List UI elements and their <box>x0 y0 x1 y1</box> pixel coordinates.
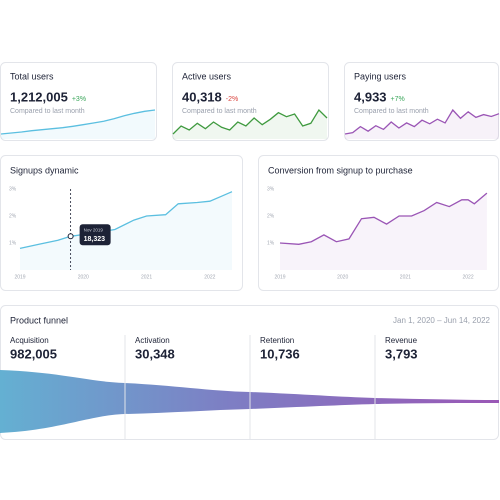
card <box>0 62 157 141</box>
stage-value: 10,736 <box>260 346 300 361</box>
stage-name: Retention <box>260 336 294 345</box>
card-note: Compared to last month <box>354 108 429 115</box>
y-tick-label: 3% <box>267 186 275 192</box>
card-value: 40,318 <box>182 89 222 104</box>
card <box>0 155 243 291</box>
card-title: Total users <box>10 71 54 81</box>
funnel-date-range: Jan 1, 2020 – Jun 14, 2022 <box>393 316 491 325</box>
card-note: Compared to last month <box>182 108 257 115</box>
hover-point <box>67 233 74 240</box>
line-area <box>20 191 232 270</box>
x-tick-label: 2019 <box>274 274 285 280</box>
x-tick-label: 2020 <box>337 274 348 280</box>
sparkline-area <box>345 110 499 139</box>
y-tick-label: 1% <box>9 240 17 246</box>
stage-value: 982,005 <box>10 346 57 361</box>
card <box>258 155 499 291</box>
card-value: 4,933 <box>354 89 387 104</box>
card-note: Compared to last month <box>10 108 85 115</box>
stage-value: 30,348 <box>135 346 175 361</box>
x-tick-label: 2021 <box>400 274 411 280</box>
x-tick-label: 2019 <box>14 274 25 280</box>
x-tick-label: 2022 <box>462 274 473 280</box>
card <box>172 62 329 141</box>
y-tick-label: 3% <box>9 186 17 192</box>
funnel-title: Product funnel <box>10 315 68 325</box>
tooltip-value: 18,323 <box>84 236 106 243</box>
card-title: Paying users <box>354 71 407 81</box>
chart-title: Signups dynamic <box>10 165 79 175</box>
stage-name: Acquisition <box>10 336 49 345</box>
card <box>344 62 499 141</box>
card-change: +3% <box>72 96 86 103</box>
x-tick-label: 2021 <box>141 274 152 280</box>
card-change: +7% <box>391 96 405 103</box>
y-tick-label: 2% <box>9 213 17 219</box>
sparkline <box>172 108 328 135</box>
stage-name: Revenue <box>385 336 418 345</box>
sparkline-area <box>1 110 155 139</box>
stage-name: Activation <box>135 336 170 345</box>
sparkline <box>344 108 500 135</box>
line-area <box>280 193 487 270</box>
line <box>279 192 488 245</box>
x-tick-label: 2020 <box>78 274 89 280</box>
tooltip-date: Nov 2019 <box>84 227 104 232</box>
card-title: Active users <box>182 71 232 81</box>
y-tick-label: 1% <box>267 240 275 246</box>
chart-title: Conversion from signup to purchase <box>268 165 413 175</box>
sparkline <box>0 109 156 135</box>
tooltip <box>79 224 111 246</box>
stage-value: 3,793 <box>385 346 418 361</box>
sparkline-area <box>173 110 327 139</box>
line <box>19 191 233 250</box>
card-value: 1,212,005 <box>10 89 68 104</box>
card-change: -2% <box>226 96 238 103</box>
x-tick-label: 2022 <box>204 274 215 280</box>
y-tick-label: 2% <box>267 213 275 219</box>
